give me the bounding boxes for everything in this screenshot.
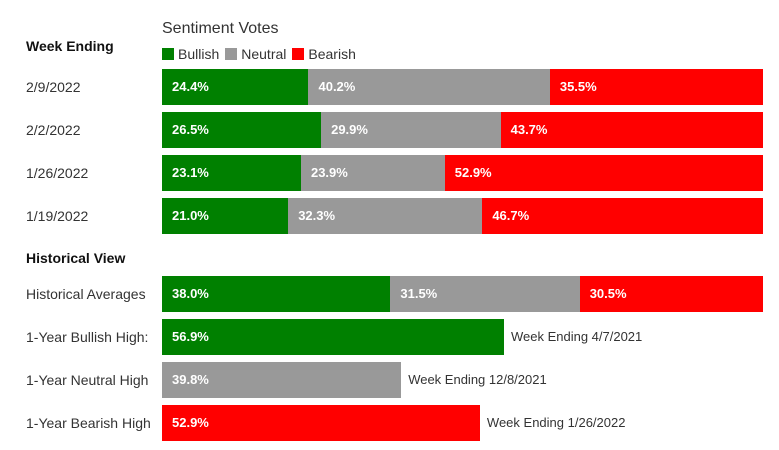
bullish-bar-segment: 23.1%: [162, 155, 301, 191]
single-bar-row: 52.9% Week Ending 1/26/2022: [162, 405, 625, 441]
bearish-bar-segment: 52.9%: [162, 405, 480, 441]
legend-item-neutral: Neutral: [225, 46, 286, 62]
bullish-bar-segment: 56.9%: [162, 319, 504, 355]
historical-view-header: Historical View: [26, 250, 126, 266]
row-label: 1-Year Bearish High: [26, 415, 151, 431]
stacked-bar-row: 26.5% 29.9% 43.7%: [162, 112, 763, 148]
row-label: 1/26/2022: [26, 165, 89, 181]
chart-title: Sentiment Votes: [162, 20, 279, 37]
row-label: 2/2/2022: [26, 122, 81, 138]
stacked-bar-row: 21.0% 32.3% 46.7%: [162, 198, 763, 234]
row-label: 2/9/2022: [26, 79, 81, 95]
bearish-bar-segment: 30.5%: [579, 276, 763, 312]
neutral-bar-segment: 39.8%: [162, 362, 402, 398]
bullish-bar-segment: 24.4%: [162, 69, 309, 105]
row-label: Historical Averages: [26, 286, 146, 302]
neutral-bar-segment: 31.5%: [390, 276, 580, 312]
week-ending-note: Week Ending 4/7/2021: [510, 329, 643, 344]
row-label: 1/19/2022: [26, 208, 89, 224]
week-ending-note: Week Ending 12/8/2021: [408, 372, 547, 387]
neutral-bar-segment: 32.3%: [288, 198, 483, 234]
bearish-bar-segment: 35.5%: [549, 69, 763, 105]
legend-item-bullish: Bullish: [162, 46, 219, 62]
stacked-bar-row: 23.1% 23.9% 52.9%: [162, 155, 763, 191]
neutral-bar-segment: 23.9%: [300, 155, 445, 191]
week-ending-note: Week Ending 1/26/2022: [486, 415, 626, 430]
single-bar-row: 39.8% Week Ending 12/8/2021: [162, 362, 547, 398]
legend-label-neutral: Neutral: [241, 46, 287, 62]
bearish-bar-segment: 46.7%: [482, 198, 763, 234]
legend-label-bullish: Bullish: [178, 46, 220, 62]
bearish-swatch: [292, 48, 305, 60]
row-label: 1-Year Neutral High: [26, 372, 149, 388]
bearish-bar-segment: 43.7%: [500, 112, 763, 148]
stacked-bar-row: 38.0% 31.5% 30.5%: [162, 276, 763, 312]
neutral-bar-segment: 40.2%: [308, 69, 550, 105]
bullish-swatch: [162, 48, 174, 60]
legend-label-bearish: Bearish: [308, 46, 356, 62]
bullish-bar-segment: 21.0%: [162, 198, 289, 234]
legend-item-bearish: Bearish: [292, 46, 356, 62]
stacked-bar-row: 24.4% 40.2% 35.5%: [162, 69, 763, 105]
bullish-bar-segment: 38.0%: [162, 276, 391, 312]
neutral-swatch: [225, 48, 238, 60]
legend: Bullish Neutral Bearish: [162, 46, 362, 62]
neutral-bar-segment: 29.9%: [321, 112, 501, 148]
bearish-bar-segment: 52.9%: [444, 155, 763, 191]
row-label: 1-Year Bullish High:: [26, 329, 149, 345]
week-ending-header: Week Ending: [26, 38, 114, 54]
single-bar-row: 56.9% Week Ending 4/7/2021: [162, 319, 642, 355]
bullish-bar-segment: 26.5%: [162, 112, 322, 148]
